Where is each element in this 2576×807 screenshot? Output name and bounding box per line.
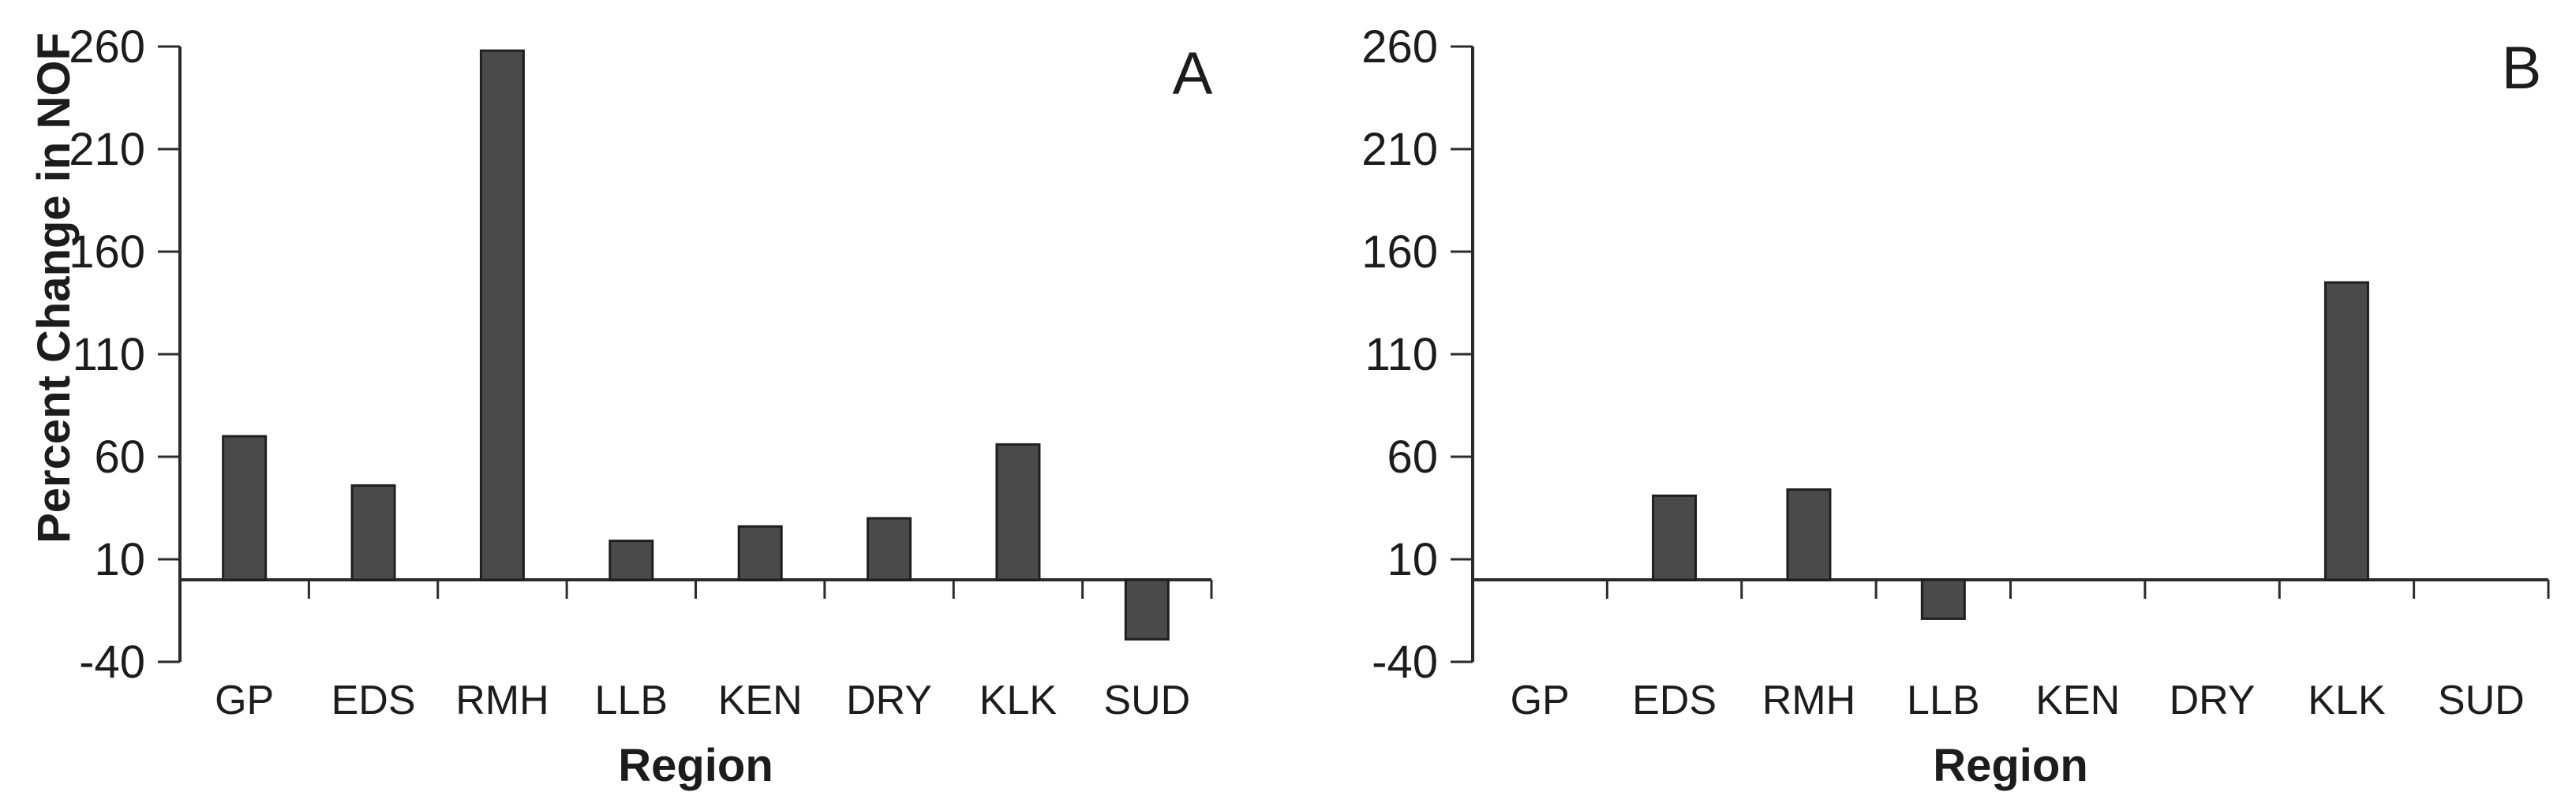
bar-LLB	[1920, 578, 1966, 620]
y-tick-label: 60	[94, 432, 145, 483]
x-category-label: GP	[215, 678, 274, 723]
x-category-label: EDS	[1632, 678, 1717, 723]
x-axis-title: Region	[1933, 740, 2088, 791]
bar-EDS	[350, 484, 396, 581]
y-tick-label: 10	[1387, 534, 1438, 585]
x-category-label: LLB	[1907, 678, 1980, 723]
x-category-label: LLB	[595, 678, 668, 723]
y-tick-label: 210	[69, 124, 145, 175]
x-category-label: KEN	[718, 678, 803, 723]
x-category-label: KEN	[2035, 678, 2120, 723]
bar-RMH	[1786, 488, 1832, 581]
bar-KEN	[737, 525, 783, 581]
bar-LLB	[608, 540, 654, 581]
y-tick-label: 160	[69, 226, 145, 278]
panel-letter-B: B	[2502, 35, 2542, 102]
x-category-label: SUD	[2438, 678, 2525, 723]
y-tick-label: -40	[79, 637, 145, 688]
y-tick-label: -40	[1372, 637, 1438, 688]
bar-chart-a: -40 10 60 110 160 210 260 GP EDS RMH LLB KEN DRY KLK S…	[28, 21, 1213, 791]
bar-chart-b: -40 10 60 110 160 210 260 GP EDS RMH LLB KEN DRY KLK S…	[1361, 21, 2550, 791]
x-category-label: EDS	[331, 678, 416, 723]
panel-letter-A: A	[1173, 40, 1213, 107]
x-category-label: DRY	[846, 678, 932, 723]
x-axis-title: Region	[618, 740, 773, 791]
y-tick-label: 110	[73, 329, 145, 380]
y-tick-label: 60	[1387, 432, 1438, 483]
bar-GP	[222, 435, 268, 581]
y-tick-label: 110	[1365, 329, 1438, 380]
x-category-label: SUD	[1103, 678, 1190, 723]
bar-RMH	[479, 49, 525, 581]
y-tick-label: 260	[69, 21, 145, 73]
y-axis-title: Percent Change in NOF	[28, 32, 80, 544]
bar-DRY	[867, 517, 912, 581]
chart-panel-b: -40 10 60 110 160 210 260 GP EDS RMH LLB KEN DRY KLK S…	[1288, 0, 2576, 807]
x-category-label: RMH	[1762, 678, 1855, 723]
x-category-label: KLK	[2308, 678, 2386, 723]
x-category-label: RMH	[455, 678, 549, 723]
x-category-label: GP	[1511, 678, 1570, 723]
chart-panel-a: -40 10 60 110 160 210 260 GP EDS RMH LLB KEN DRY KLK S…	[28, 21, 1213, 791]
x-category-label: KLK	[979, 678, 1058, 723]
x-category-label: DRY	[2170, 678, 2256, 723]
bar-EDS	[1652, 494, 1698, 581]
bar-SUD	[1124, 578, 1170, 641]
y-tick-label: 160	[1361, 226, 1438, 278]
bar-KLK	[2323, 281, 2369, 581]
bar-KLK	[995, 443, 1041, 581]
y-tick-label: 210	[1361, 124, 1438, 175]
y-tick-label: 10	[94, 534, 145, 585]
y-tick-label: 260	[1361, 21, 1438, 73]
